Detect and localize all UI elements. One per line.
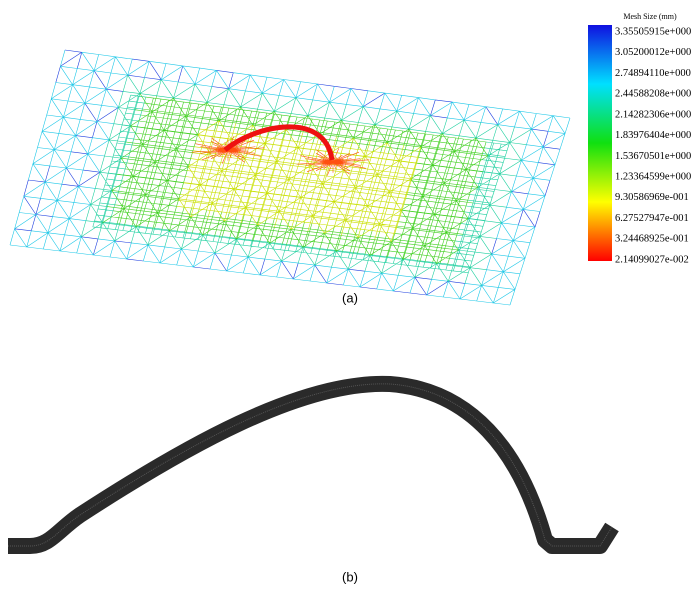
colorbar-label: 2.14099027e-002 [615,254,689,265]
colorbar-labels: 3.35505915e+000 3.05200012e+000 2.74894110… [615,26,691,265]
colorbar-label: 1.83976404e+000 [615,130,691,141]
colorbar-label: 1.23364599e+000 [615,171,691,182]
colorbar-label: 3.35505915e+000 [615,26,691,37]
colorbar [588,25,612,261]
colorbar-label: 2.44588208e+000 [615,89,691,100]
mesh-edges [103,94,488,265]
colorbar-label: 9.30586969e-001 [615,192,689,203]
colorbar-label: 3.24468925e-001 [615,234,689,245]
colorbar-label: 2.74894110e+000 [615,68,691,79]
colorbar-label: 1.53670501e+000 [615,151,691,162]
caption: (b) [342,569,358,584]
colorbar-label: 6.27527947e-001 [615,213,689,224]
colorbar-label: 2.14282306e+000 [615,109,691,120]
wire-profile [8,384,612,546]
mesh-edges [15,50,560,295]
mesh-plate [10,50,570,305]
colorbar-label: 3.05200012e+000 [615,47,691,58]
colorbar-title: Mesh Size (mm) [623,12,677,21]
caption: (a) [342,290,358,305]
